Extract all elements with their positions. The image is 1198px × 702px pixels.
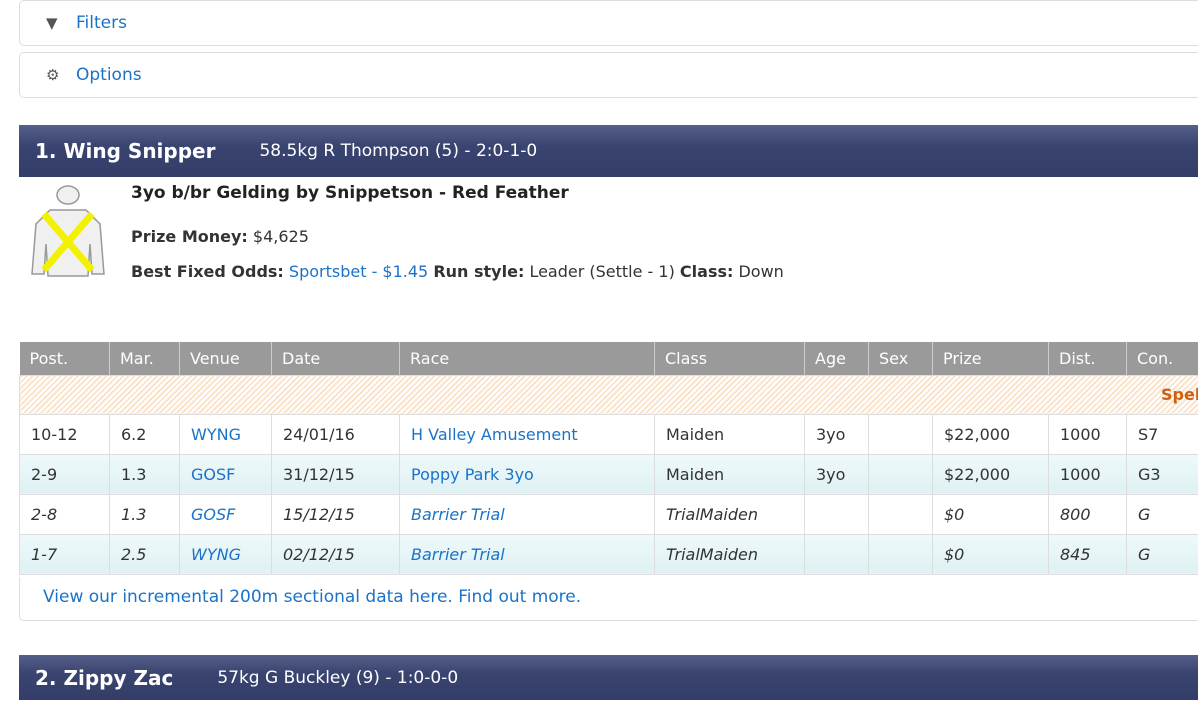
table-cell: TrialMaiden xyxy=(654,493,805,535)
table-cell: G3 xyxy=(1126,453,1198,495)
runner-meta: 57kg G Buckley (9) - 1:0-0-0 xyxy=(217,667,459,688)
table-cell: 1.3 xyxy=(109,493,180,535)
table-cell: 6.2 xyxy=(109,413,180,455)
table-cell xyxy=(868,533,933,575)
table-cell: $0 xyxy=(932,493,1049,535)
column-header[interactable]: Dist. xyxy=(1048,342,1127,375)
jockey-silks-icon xyxy=(31,185,105,277)
sectional-data-link[interactable]: View our incremental 200m sectional data… xyxy=(19,577,1198,621)
table-row: 10-12 6.2 WYNG 24/01/16 H Valley Amusement Ma… xyxy=(19,413,1198,455)
gear-icon: ⚙ xyxy=(46,66,60,84)
table-row: 2-9 1.3 GOSF 31/12/15 Poppy Park 3yo Maiden 3y… xyxy=(19,453,1198,495)
runner-meta: 58.5kg R Thompson (5) - 2:0-1-0 xyxy=(259,141,538,161)
spell-label: Spell - xyxy=(19,374,1198,415)
table-row: 2-8 1.3 GOSF 15/12/15 Barrier Trial TrialMaid… xyxy=(19,493,1198,535)
filters-link[interactable]: Filters xyxy=(76,13,127,33)
table-cell: G xyxy=(1126,533,1198,575)
table-cell: 1000 xyxy=(1048,453,1127,495)
spell-row: Spell - xyxy=(19,374,1198,415)
race-link[interactable]: Barrier Trial xyxy=(399,533,655,575)
class-value: Down xyxy=(738,262,784,281)
venue-link[interactable]: WYNG xyxy=(179,533,272,575)
table-cell: 15/12/15 xyxy=(271,493,400,535)
table-cell: $22,000 xyxy=(932,453,1049,495)
table-cell: $22,000 xyxy=(932,413,1049,455)
table-cell: 24/01/16 xyxy=(271,413,400,455)
column-header[interactable]: Prize xyxy=(932,342,1049,375)
column-header[interactable]: Date xyxy=(271,342,400,375)
runner-header: 1. Wing Snipper 58.5kg R Thompson (5) - … xyxy=(19,125,1198,177)
table-cell xyxy=(868,493,933,535)
run-style-label: Run style: xyxy=(433,262,525,281)
class-label: Class: xyxy=(679,262,734,281)
table-cell: 10-12 xyxy=(19,413,110,455)
runner-name[interactable]: 1. Wing Snipper xyxy=(35,139,216,163)
filter-icon: ▼ xyxy=(46,14,58,32)
form-table: Post. Mar. Venue Date Race Class Age Sex Prize Di… xyxy=(19,342,1198,575)
table-cell: 1.3 xyxy=(109,453,180,495)
table-cell xyxy=(804,493,869,535)
race-link[interactable]: Poppy Park 3yo xyxy=(399,453,655,495)
race-link[interactable]: Barrier Trial xyxy=(399,493,655,535)
table-cell: 800 xyxy=(1048,493,1127,535)
column-header[interactable]: Sex xyxy=(868,342,933,375)
venue-link[interactable]: GOSF xyxy=(179,493,272,535)
table-cell: $0 xyxy=(932,533,1049,575)
table-cell: 3yo xyxy=(804,413,869,455)
column-header[interactable]: Con. xyxy=(1126,342,1198,375)
race-link[interactable]: H Valley Amusement xyxy=(399,413,655,455)
odds-label: Best Fixed Odds: xyxy=(131,262,284,281)
column-header[interactable]: Age xyxy=(804,342,869,375)
prize-label: Prize Money: xyxy=(131,227,248,246)
table-cell: S7 xyxy=(1126,413,1198,455)
column-header[interactable]: Class xyxy=(654,342,805,375)
runner-name[interactable]: 2. Zippy Zac xyxy=(35,665,174,690)
table-cell xyxy=(804,533,869,575)
filters-panel[interactable]: ▼ Filters xyxy=(19,0,1198,46)
table-cell: TrialMaiden xyxy=(654,533,805,575)
table-cell: 2.5 xyxy=(109,533,180,575)
table-cell: 2-9 xyxy=(19,453,110,495)
column-header[interactable]: Mar. xyxy=(109,342,180,375)
table-cell xyxy=(868,413,933,455)
table-row: 1-7 2.5 WYNG 02/12/15 Barrier Trial TrialMaid… xyxy=(19,533,1198,575)
column-header[interactable]: Post. xyxy=(19,342,110,375)
table-cell: Maiden xyxy=(654,413,805,455)
table-cell: 1-7 xyxy=(19,533,110,575)
prize-value: $4,625 xyxy=(252,227,309,246)
table-cell: 02/12/15 xyxy=(271,533,400,575)
table-cell: 1000 xyxy=(1048,413,1127,455)
run-style-value: Leader (Settle - 1) xyxy=(529,262,675,281)
table-cell: G xyxy=(1126,493,1198,535)
options-link[interactable]: Options xyxy=(76,65,142,85)
runner-header: 2. Zippy Zac 57kg G Buckley (9) - 1:0-0-… xyxy=(19,655,1198,700)
prize-money: Prize Money: $4,625 xyxy=(131,227,309,246)
venue-link[interactable]: WYNG xyxy=(179,413,272,455)
options-panel[interactable]: ⚙ Options xyxy=(19,52,1198,98)
table-cell: 3yo xyxy=(804,453,869,495)
table-cell: 31/12/15 xyxy=(271,453,400,495)
table-cell: 845 xyxy=(1048,533,1127,575)
column-header[interactable]: Race xyxy=(399,342,655,375)
breeding: 3yo b/br Gelding by Snippetson - Red Fea… xyxy=(131,183,569,203)
table-cell: Maiden xyxy=(654,453,805,495)
table-cell xyxy=(868,453,933,495)
venue-link[interactable]: GOSF xyxy=(179,453,272,495)
table-cell: 2-8 xyxy=(19,493,110,535)
odds-line: Best Fixed Odds: Sportsbet - $1.45 Run s… xyxy=(131,262,784,281)
column-header[interactable]: Venue xyxy=(179,342,272,375)
odds-link[interactable]: Sportsbet - $1.45 xyxy=(288,262,429,281)
